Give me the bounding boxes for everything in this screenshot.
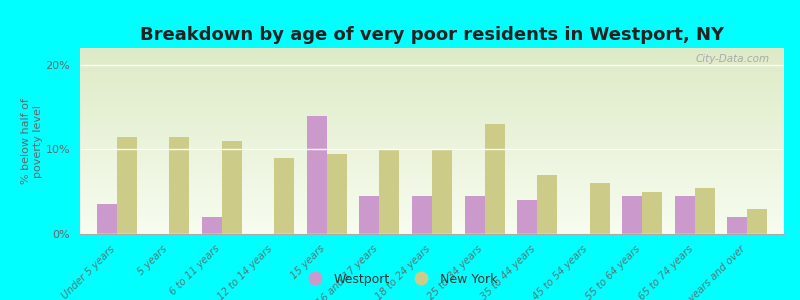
Bar — [485, 124, 505, 234]
Bar — [622, 196, 642, 234]
Bar — [379, 149, 399, 234]
Bar — [517, 200, 537, 234]
Bar — [117, 137, 137, 234]
Bar — [694, 188, 714, 234]
Bar — [590, 183, 610, 234]
Bar — [359, 196, 379, 234]
Bar — [327, 154, 347, 234]
Bar — [537, 175, 557, 234]
Bar — [747, 208, 767, 234]
Bar — [412, 196, 432, 234]
Bar — [642, 192, 662, 234]
Bar — [274, 158, 294, 234]
Bar — [727, 217, 747, 234]
Legend: Westport, New York: Westport, New York — [298, 268, 502, 291]
Text: City-Data.com: City-Data.com — [696, 54, 770, 64]
Bar — [432, 149, 452, 234]
Title: Breakdown by age of very poor residents in Westport, NY: Breakdown by age of very poor residents … — [140, 26, 724, 44]
Bar — [222, 141, 242, 234]
Bar — [97, 204, 117, 234]
Bar — [465, 196, 485, 234]
Y-axis label: % below half of
poverty level: % below half of poverty level — [21, 98, 42, 184]
Bar — [674, 196, 694, 234]
Bar — [202, 217, 222, 234]
Bar — [170, 137, 190, 234]
Bar — [307, 116, 327, 234]
